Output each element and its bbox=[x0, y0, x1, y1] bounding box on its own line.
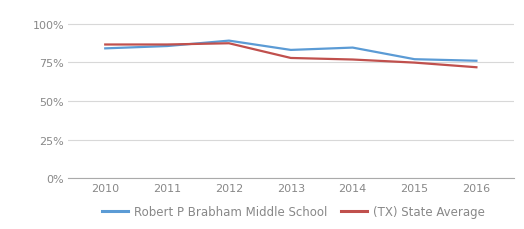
Legend: Robert P Brabham Middle School, (TX) State Average: Robert P Brabham Middle School, (TX) Sta… bbox=[97, 201, 490, 223]
